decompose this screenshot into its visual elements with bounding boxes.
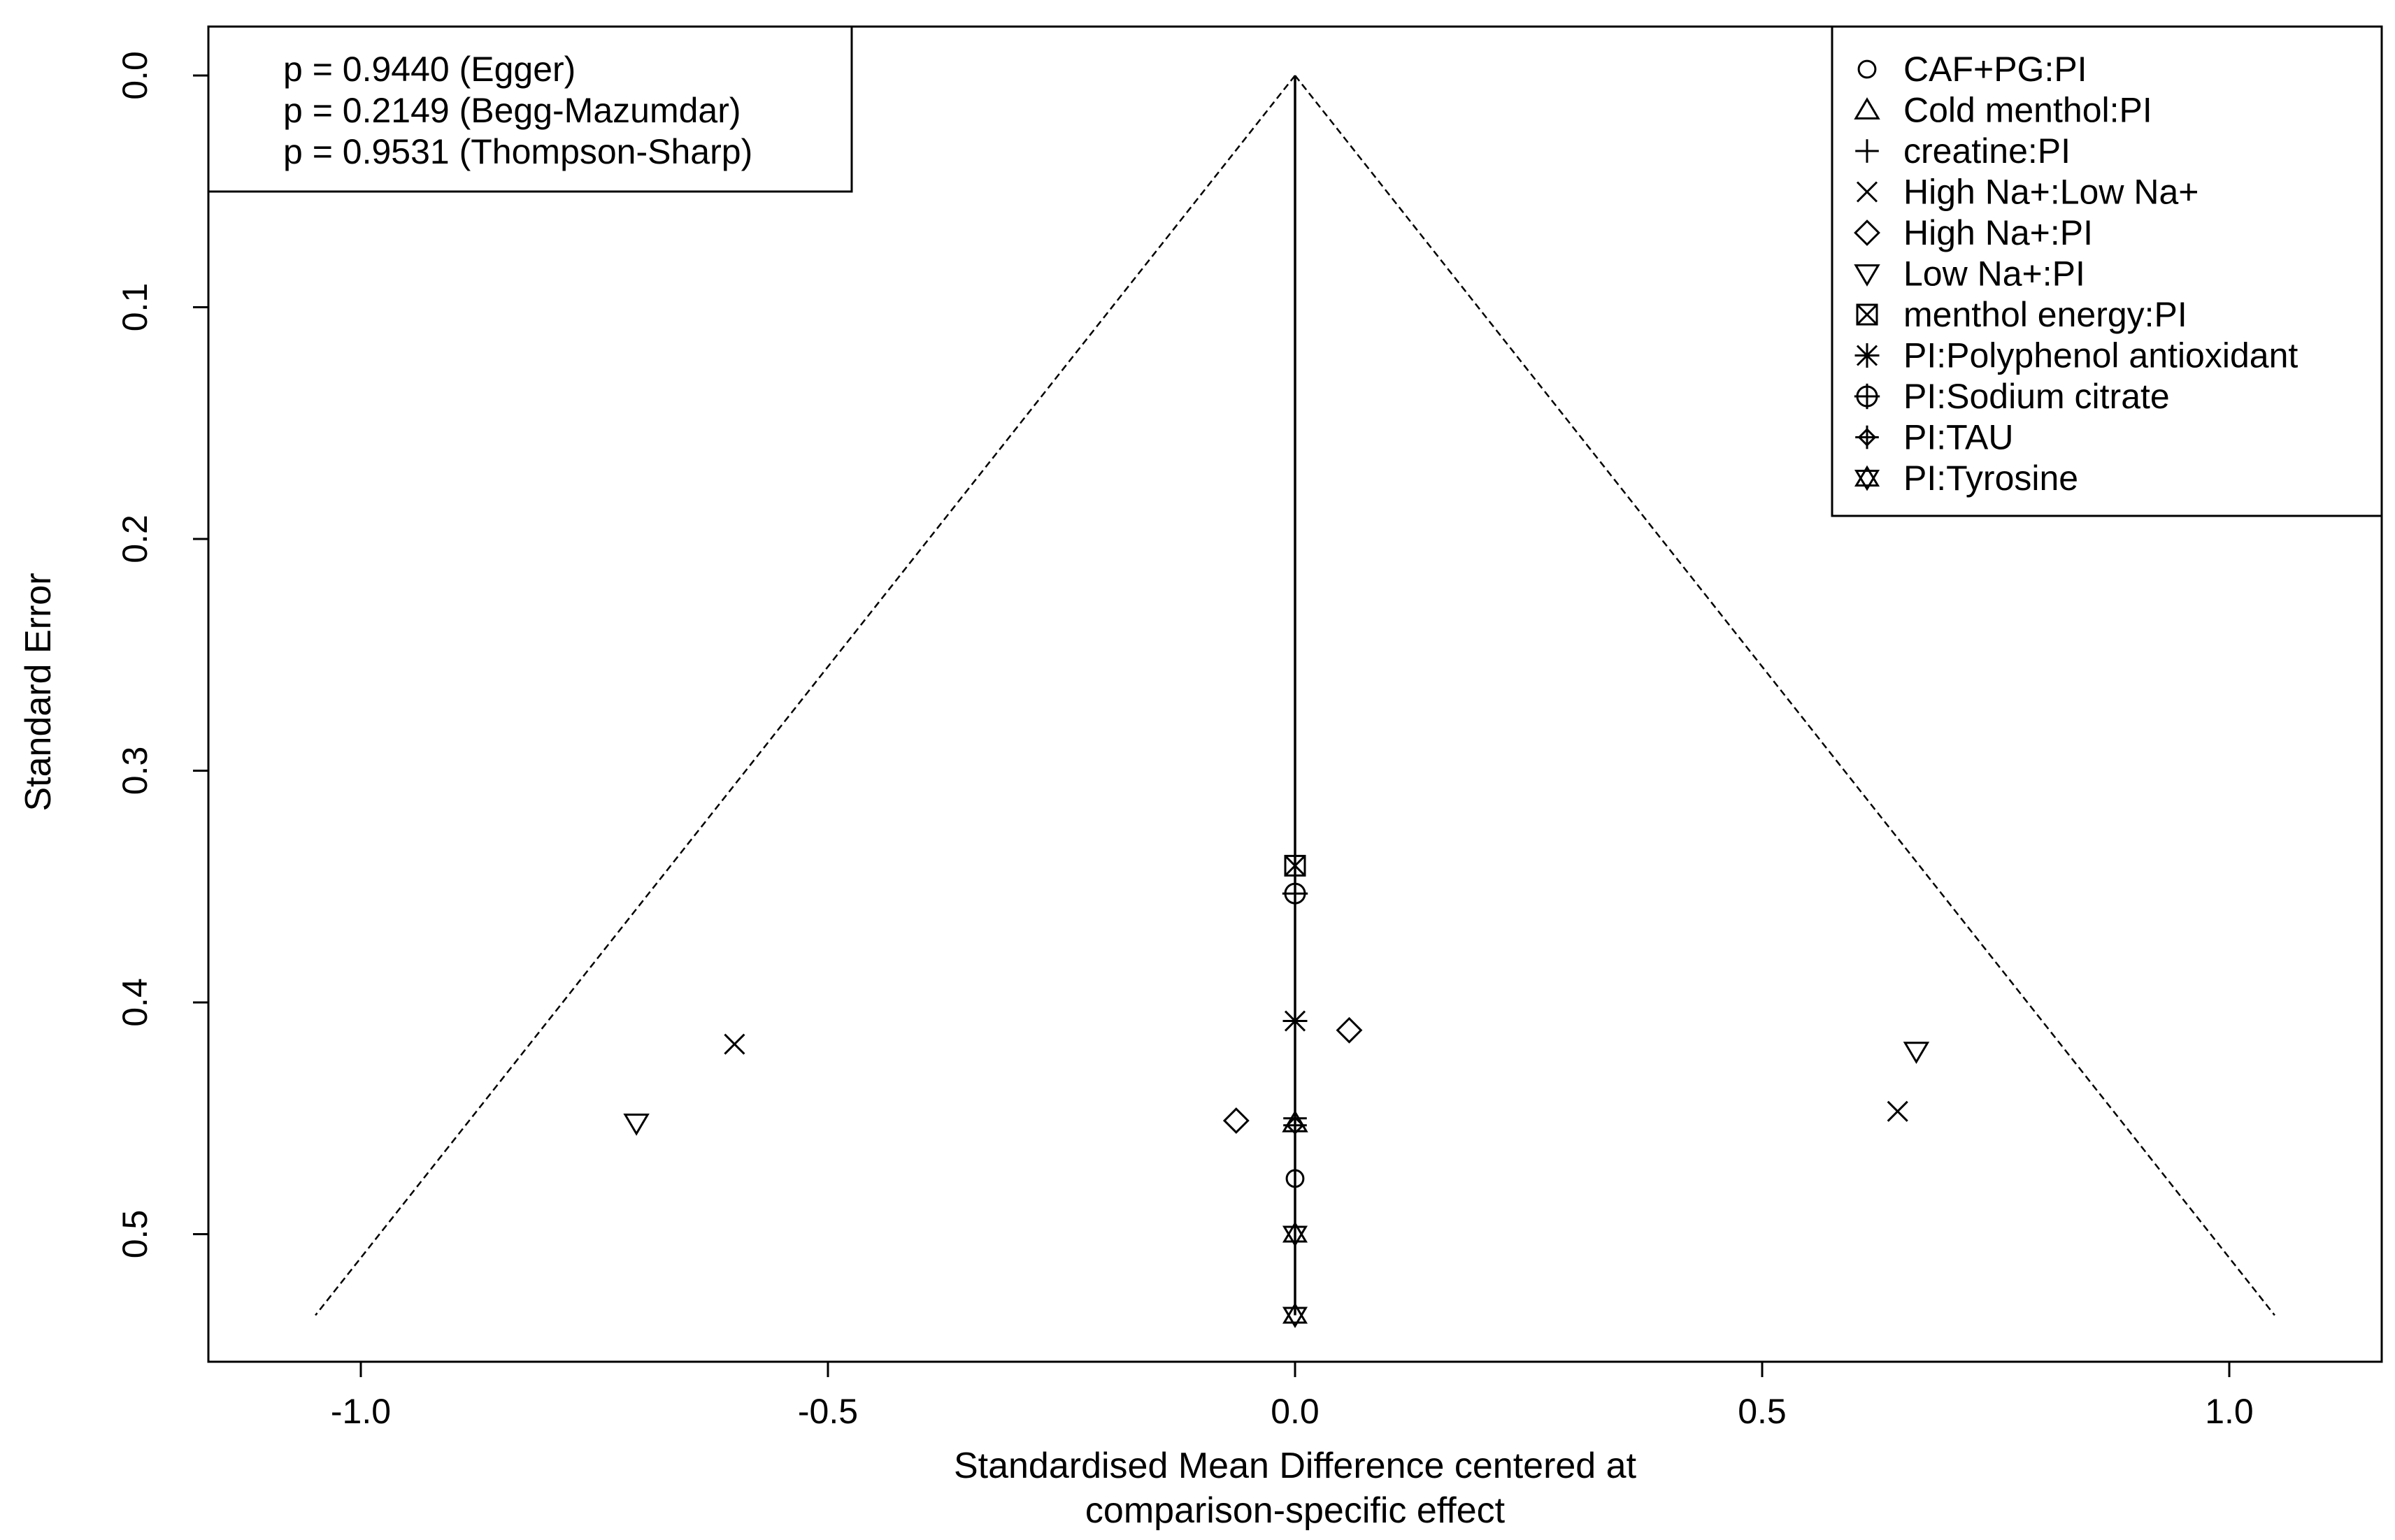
- data-point-star-of-david: [1282, 1302, 1308, 1328]
- legend-symbol-triangle-up: [1854, 97, 1880, 120]
- begg-mazumdar-test: p = 0.2149 (Begg-Mazumdar): [283, 91, 741, 130]
- x-tick-label: -0.5: [798, 1392, 858, 1431]
- legend-label: PI:Sodium citrate: [1903, 377, 2170, 416]
- data-points: [623, 854, 1930, 1328]
- x-tick-label: 0.0: [1271, 1392, 1320, 1431]
- legend-item: Cold menthol:PI: [1854, 91, 2152, 130]
- legend-symbol-asterisk: [1854, 343, 1880, 368]
- funnel-right-boundary: [1294, 75, 2275, 1316]
- x-axis: -1.0 -0.5 0.0 0.5 1.0: [331, 1362, 2254, 1431]
- legend-item: PI:Sodium citrate: [1854, 377, 2170, 416]
- y-axis-label: Standard Error: [18, 573, 59, 811]
- y-tick-label: 0.5: [115, 1210, 155, 1259]
- y-tick-label: 0.4: [115, 978, 155, 1027]
- y-tick-label: 0.2: [115, 514, 155, 563]
- y-tick-label: 0.1: [115, 283, 155, 332]
- legend-label: High Na+:Low Na+: [1903, 173, 2199, 212]
- legend-item: menthol energy:PI: [1856, 295, 2187, 334]
- x-tick-label: 1.0: [2205, 1392, 2254, 1431]
- x-axis-label-line-1: Standardised Mean Difference centered at: [954, 1446, 1637, 1486]
- legend-item: PI:TAU: [1855, 418, 2013, 457]
- data-point-star-of-david: [1282, 1221, 1308, 1247]
- test-results-frame: [207, 25, 853, 193]
- legend-item: High Na+:Low Na+: [1856, 173, 2199, 212]
- y-tick-label: 0.0: [115, 51, 155, 100]
- test-results-box: p = 0.9440 (Egger) p = 0.2149 (Begg-Mazu…: [207, 25, 853, 193]
- legend-symbol-diamond-plus: [1855, 425, 1879, 449]
- x-tick-label: 0.5: [1738, 1392, 1787, 1431]
- legend-label: Low Na+:PI: [1903, 254, 2085, 294]
- legend-item: High Na+:PI: [1854, 213, 2093, 252]
- funnel-left-boundary: [315, 75, 1296, 1316]
- data-point-diamond-plus: [1283, 1113, 1307, 1137]
- legend-item: Low Na+:PI: [1854, 254, 2085, 294]
- x-tick-label: -1.0: [331, 1392, 391, 1431]
- data-point-asterisk: [1282, 1009, 1308, 1034]
- data-point-diamond: [1336, 1016, 1363, 1044]
- y-axis: 0.0 0.1 0.2 0.3 0.4 0.5: [115, 51, 208, 1258]
- data-point-square-x: [1284, 854, 1306, 877]
- legend-label: menthol energy:PI: [1903, 295, 2187, 334]
- data-point-circle: [1285, 1169, 1305, 1188]
- data-point-diamond: [1222, 1107, 1250, 1134]
- legend-symbol-diamond: [1854, 220, 1880, 246]
- legend-symbol-square-x: [1856, 303, 1878, 326]
- data-point-circle-plus: [1282, 880, 1308, 907]
- data-point-triangle-down: [1903, 1042, 1930, 1064]
- legend-symbol-circle-plus: [1854, 383, 1880, 410]
- legend-item: creatine:PI: [1855, 131, 2071, 171]
- data-point-triangle-down: [623, 1113, 650, 1136]
- data-point-cross: [1887, 1100, 1908, 1122]
- legend-label: PI:Polyphenol antioxidant: [1903, 336, 2298, 375]
- legend-label: PI:Tyrosine: [1903, 459, 2078, 498]
- legend-label: creatine:PI: [1903, 131, 2071, 171]
- legend-symbol-triangle-down: [1854, 264, 1880, 287]
- legend-label: CAF+PG:PI: [1903, 50, 2087, 89]
- legend-symbol-circle: [1857, 59, 1877, 79]
- legend-item: PI:Tyrosine: [1854, 459, 2078, 498]
- legend-symbol-star-of-david: [1854, 465, 1880, 491]
- legend-item: CAF+PG:PI: [1857, 50, 2087, 89]
- legend-label: High Na+:PI: [1903, 213, 2093, 252]
- x-axis-label-line-2: comparison-specific effect: [1085, 1490, 1506, 1531]
- legend-label: Cold menthol:PI: [1903, 91, 2152, 130]
- legend-item: PI:Polyphenol antioxidant: [1854, 336, 2298, 375]
- egger-test: p = 0.9440 (Egger): [283, 50, 575, 89]
- legend-symbol-cross: [1856, 181, 1878, 203]
- thompson-sharp-test: p = 0.9531 (Thompson-Sharp): [283, 132, 752, 171]
- y-tick-label: 0.3: [115, 747, 155, 796]
- data-point-cross: [724, 1033, 745, 1055]
- legend-symbol-plus: [1855, 139, 1879, 163]
- legend-label: PI:TAU: [1903, 418, 2013, 457]
- legend-frame: [1831, 25, 2383, 517]
